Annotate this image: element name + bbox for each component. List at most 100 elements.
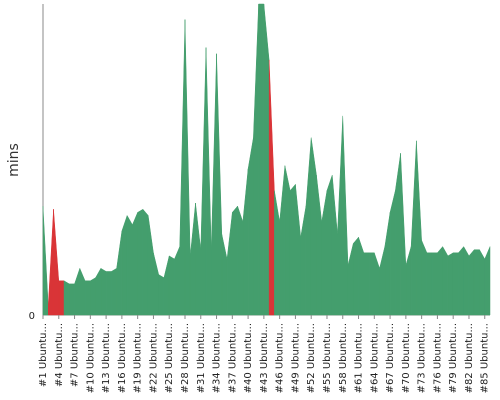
area-segment-build-65: [379, 246, 386, 316]
area-segment-build-18: [132, 212, 138, 316]
x-tick-label: #55 Ubuntu...: [322, 323, 333, 393]
x-tick-label: #46 Ubuntu...: [275, 323, 286, 393]
area-segment-build-19: [137, 208, 144, 316]
x-tick-label: #1 Ubuntu...: [38, 323, 49, 387]
area-segment-build-68: [395, 153, 401, 316]
area-segment-build-78: [447, 252, 454, 316]
area-segment-build-58: [342, 115, 349, 316]
area-segment-build-81: [463, 245, 470, 316]
area-segment-build-51: [305, 137, 312, 316]
x-tick-label: #31 Ubuntu...: [196, 323, 207, 393]
area-segment-build-23: [158, 274, 165, 316]
area-segment-build-56: [331, 175, 338, 316]
x-tick-label: #61 Ubuntu...: [354, 323, 365, 393]
area-segment-build-43: [263, 3, 270, 316]
area-segment-build-64: [374, 252, 380, 316]
area-segment-build-70: [405, 246, 412, 316]
x-tick-label: #13 Ubuntu...: [101, 323, 112, 393]
area-segment-build-34: [216, 53, 223, 316]
area-segment-build-63: [368, 252, 375, 316]
area-segment-build-24: [163, 255, 170, 316]
x-tick-label: #79 Ubuntu...: [448, 323, 459, 393]
x-tick-label: #7 Ubuntu...: [70, 323, 81, 387]
area-segment-build-22: [153, 252, 159, 316]
area-segment-build-49: [295, 184, 301, 316]
x-tick-label: #73 Ubuntu...: [417, 323, 428, 393]
area-segment-build-74: [426, 252, 433, 316]
area-segment-build-84: [479, 248, 485, 316]
area-segment-build-14: [111, 267, 117, 316]
area-segment-build-6: [69, 283, 75, 316]
area-segment-build-54: [321, 190, 328, 316]
area-segment-build-66: [384, 212, 391, 316]
area-segment-build-2: [48, 209, 54, 316]
x-tick-label: #37 Ubuntu...: [227, 323, 238, 393]
area-segment-build-82: [468, 249, 475, 316]
x-tick-label: #4 Ubuntu...: [54, 323, 65, 387]
area-segment-build-60: [353, 236, 359, 316]
x-tick-label: #19 Ubuntu...: [133, 323, 144, 393]
area-segment-build-47: [284, 165, 291, 316]
area-segment-build-73: [421, 240, 428, 316]
area-segment-build-80: [458, 245, 464, 316]
area-segment-build-38: [237, 206, 244, 316]
x-tick-label: #16 Ubuntu...: [117, 323, 128, 393]
area-segment-build-3: [53, 209, 60, 316]
x-tick-label: #22 Ubuntu...: [148, 323, 159, 393]
area-segment-build-46: [279, 165, 286, 316]
area-segment-build-15: [116, 230, 123, 316]
area-segment-build-5: [63, 280, 70, 316]
x-tick-label: #43 Ubuntu...: [259, 323, 270, 393]
x-tick-label: #28 Ubuntu...: [180, 323, 191, 393]
area-segment-build-59: [347, 243, 354, 316]
area-segment-build-48: [289, 183, 296, 316]
area-segment-build-17: [126, 214, 133, 316]
area-segment-build-36: [226, 212, 233, 316]
area-segment-build-40: [247, 137, 254, 316]
area-segment-build-10: [90, 277, 96, 316]
area-segment-build-52: [310, 137, 317, 316]
area-segment-build-77: [442, 245, 449, 316]
area-segment-build-75: [431, 252, 438, 316]
x-tick-label: #40 Ubuntu...: [243, 323, 254, 393]
area-segment-build-57: [337, 115, 344, 316]
area-segment-build-8: [79, 268, 86, 316]
area-segment-build-25: [168, 255, 175, 316]
area-segment-build-69: [400, 153, 407, 316]
x-tick-label: #64 Ubuntu...: [369, 323, 380, 393]
area-segment-build-32: [205, 47, 212, 316]
x-tick-label: #85 Ubuntu...: [480, 323, 491, 393]
area-segment-build-67: [389, 190, 396, 316]
area-segment-build-61: [358, 237, 365, 316]
area-segment-build-85: [484, 246, 491, 316]
area-segment-build-9: [84, 280, 91, 316]
area-segment-build-28: [184, 19, 191, 316]
area-segment-build-13: [105, 271, 112, 316]
x-tick-label: #25 Ubuntu...: [164, 323, 175, 393]
area-segment-build-62: [363, 252, 370, 316]
area-segment-build-41: [253, 3, 259, 316]
x-tick-label: #34 Ubuntu...: [212, 323, 223, 393]
x-tick-label: #76 Ubuntu...: [432, 323, 443, 393]
area-segment-build-20: [142, 208, 149, 316]
area-segment-build-35: [221, 234, 228, 316]
x-tick-label: #49 Ubuntu...: [290, 323, 301, 393]
area-segment-build-53: [316, 175, 322, 316]
area-segment-build-83: [473, 249, 480, 316]
area-segment-build-71: [410, 140, 417, 316]
area-segment-build-26: [174, 246, 180, 316]
area-segment-build-79: [452, 252, 459, 316]
x-tick-label: #67 Ubuntu...: [385, 323, 396, 393]
y-axis-title: mins: [6, 143, 22, 177]
area-segment-build-16: [121, 215, 128, 316]
area-segment-build-7: [74, 268, 81, 316]
x-tick-label: #52 Ubuntu...: [306, 323, 317, 393]
x-tick-label: #70 Ubuntu...: [401, 323, 412, 393]
area-segment-build-29: [189, 203, 196, 316]
area-segment-build-72: [416, 140, 422, 316]
x-tick-label: #10 Ubuntu...: [85, 323, 96, 393]
area-segment-build-39: [242, 168, 249, 316]
x-tick-label: #82 Ubuntu...: [464, 323, 475, 393]
area-segment-build-1: [42, 206, 49, 316]
